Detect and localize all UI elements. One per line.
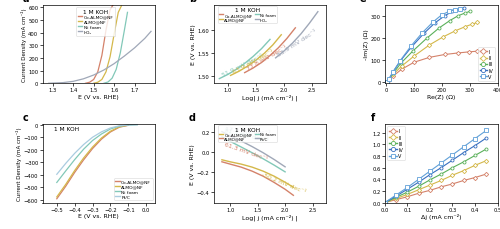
Text: 61.3 mV dec⁻¹: 61.3 mV dec⁻¹ [224,141,268,161]
Text: 51.9 mV dec⁻¹: 51.9 mV dec⁻¹ [221,54,264,78]
X-axis label: Δj (mA cm⁻²): Δj (mA cm⁻²) [421,213,462,219]
Text: -50.2 mV dec⁻¹: -50.2 mV dec⁻¹ [260,172,306,194]
Text: 81.3 mV dec⁻¹: 81.3 mV dec⁻¹ [224,128,269,142]
Text: c: c [22,113,28,123]
Legend: Co-ALMO@NF, ALMO@NF, Ni foam, Pt/C: Co-ALMO@NF, ALMO@NF, Ni foam, Pt/C [114,178,153,200]
X-axis label: E (V vs. RHE): E (V vs. RHE) [78,94,119,99]
Text: b: b [189,0,196,4]
Text: 53.9 mV dec⁻¹: 53.9 mV dec⁻¹ [278,28,318,57]
X-axis label: E (V vs. RHE): E (V vs. RHE) [78,213,119,218]
Legend: Co-ALMO@NF, ALMO@NF, Ni foam, IrO₂: Co-ALMO@NF, ALMO@NF, Ni foam, IrO₂ [76,8,116,36]
Y-axis label: -Im(Z) (Ω): -Im(Z) (Ω) [364,30,369,60]
Text: 63.9 mV dec⁻¹: 63.9 mV dec⁻¹ [232,49,274,74]
Text: a: a [22,0,29,4]
X-axis label: Log| j (mA cm⁻²) |: Log| j (mA cm⁻²) | [242,213,298,220]
Legend: I, II, III, IV, V: I, II, III, IV, V [478,48,495,82]
Legend: Co-ALMO@NF, ALMO@NF, Ni foam, Pt/C: Co-ALMO@NF, ALMO@NF, Ni foam, Pt/C [218,126,277,142]
Y-axis label: Current Density (mA cm⁻²): Current Density (mA cm⁻²) [16,127,22,200]
Text: f: f [372,113,376,123]
Y-axis label: E (V vs. RHE): E (V vs. RHE) [190,143,196,184]
X-axis label: Log| j (mA cm⁻²) |: Log| j (mA cm⁻²) | [242,94,298,101]
Legend: Co-ALMO@NF, ALMO@NF, Ni foam, IrO₂: Co-ALMO@NF, ALMO@NF, Ni foam, IrO₂ [218,7,277,24]
Text: 1 M KOH: 1 M KOH [54,127,79,132]
Y-axis label: E (V vs. RHE): E (V vs. RHE) [192,25,196,65]
Y-axis label: Current Density (mA cm⁻²): Current Density (mA cm⁻²) [21,8,27,82]
Legend: I, II, III, IV, V: I, II, III, IV, V [388,127,405,161]
Text: d: d [189,113,196,123]
X-axis label: Re(Z) (Ω): Re(Z) (Ω) [427,94,456,99]
Text: 77.8 mV dec⁻¹: 77.8 mV dec⁻¹ [246,45,288,71]
Text: 17.9 mV dec⁻¹: 17.9 mV dec⁻¹ [224,126,270,135]
Text: e: e [360,0,366,4]
